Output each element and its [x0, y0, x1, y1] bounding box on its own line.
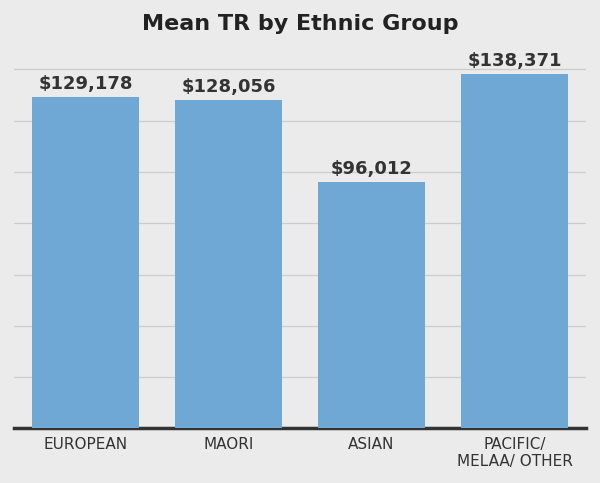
Text: $128,056: $128,056: [181, 78, 276, 96]
Title: Mean TR by Ethnic Group: Mean TR by Ethnic Group: [142, 14, 458, 34]
Bar: [318, 182, 425, 428]
Bar: [461, 73, 568, 428]
Bar: [175, 100, 282, 428]
Text: $129,178: $129,178: [38, 75, 133, 93]
Text: $96,012: $96,012: [331, 160, 412, 178]
Text: $138,371: $138,371: [467, 52, 562, 70]
Bar: [32, 97, 139, 428]
